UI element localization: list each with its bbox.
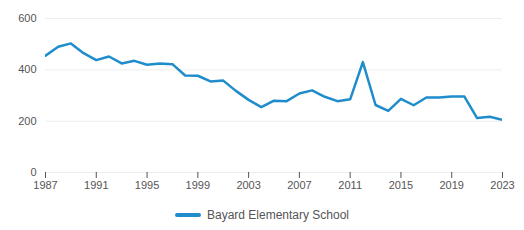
- svg-text:0: 0: [30, 166, 36, 178]
- svg-text:1995: 1995: [135, 179, 159, 191]
- svg-text:2007: 2007: [287, 179, 311, 191]
- svg-text:1999: 1999: [186, 179, 210, 191]
- svg-text:2019: 2019: [439, 179, 463, 191]
- svg-text:2023: 2023: [490, 179, 514, 191]
- html-text:Bayard Elementary School: Bayard Elementary School: [207, 208, 349, 222]
- svg-text:1987: 1987: [33, 179, 57, 191]
- svg-text:2003: 2003: [236, 179, 260, 191]
- svg-text:2015: 2015: [389, 179, 413, 191]
- svg-text:400: 400: [18, 63, 36, 75]
- svg-text:1991: 1991: [84, 179, 108, 191]
- svg-text:2011: 2011: [338, 179, 362, 191]
- svg-text:200: 200: [18, 115, 36, 127]
- svg-text:600: 600: [18, 12, 36, 24]
